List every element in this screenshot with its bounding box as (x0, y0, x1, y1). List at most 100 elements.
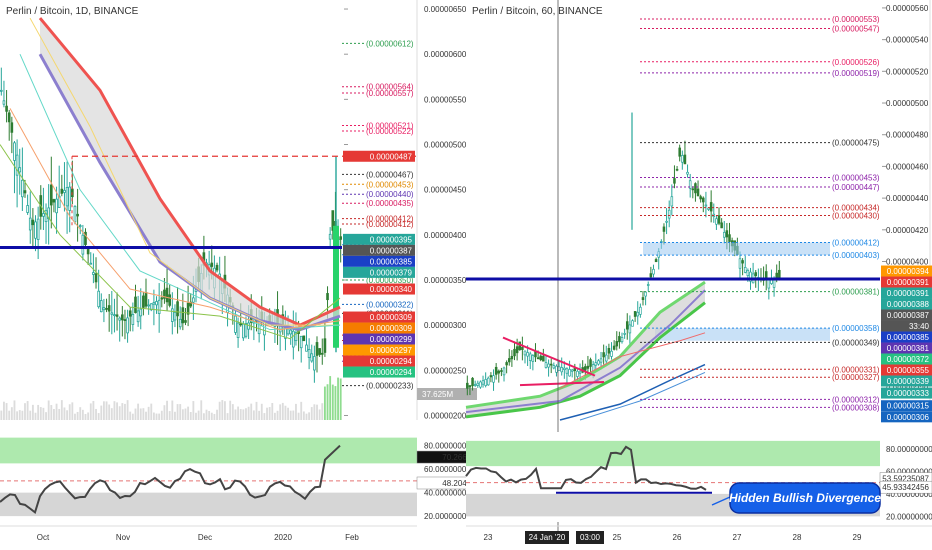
left-chart-title: Perlin / Bitcoin, 1D, BINANCE (6, 6, 139, 17)
triangle-lower (519, 380, 605, 387)
candle-body (310, 353, 314, 362)
candle-body (89, 262, 93, 265)
candle-body (528, 353, 532, 361)
price-tag-bg (881, 411, 932, 423)
ma-thin-line (29, 17, 340, 326)
volume-bar (150, 403, 153, 420)
candle-body (26, 205, 29, 213)
candle-body (94, 273, 98, 283)
volume-bar (31, 404, 34, 420)
volume-bar (116, 402, 118, 420)
volume-bar (292, 410, 295, 420)
volume-bar (279, 404, 282, 420)
candle-body (513, 348, 516, 357)
candle-body (500, 370, 503, 372)
candle-body (107, 305, 111, 312)
candle-body (494, 366, 498, 375)
left-time-axis[interactable]: Oct Nov Dec 2020 Feb (0, 525, 417, 542)
candle-body (55, 198, 58, 214)
level-label: (0.00000430) (832, 212, 880, 221)
right-price-tags: 0.00000394 0.00000391 0.00000391 0.00000388… (881, 265, 932, 423)
rsi-tag-label: 48.20446841 (442, 479, 489, 488)
level-label: (0.00000553) (832, 15, 880, 24)
volume-tag-bg (417, 388, 477, 400)
price-tag-label: 0.00000297 (370, 346, 413, 355)
candle-body (181, 307, 185, 324)
left-chart[interactable]: Perlin / Bitcoin, 1D, BINANCE 0.00000650… (0, 0, 477, 425)
level-label: (0.00000403) (832, 251, 880, 260)
level-label: (0.00000412) (832, 238, 880, 247)
candle-body (49, 184, 53, 206)
candle-body (76, 213, 79, 217)
candle-body (234, 315, 237, 333)
candle-body (142, 295, 145, 308)
candle-body (484, 379, 487, 386)
candle-body (63, 190, 66, 193)
price-tag-label: 0.00000340 (370, 285, 413, 294)
level-label: (0.00000453) (366, 180, 414, 189)
candle-body (131, 314, 135, 325)
candle-body (536, 357, 540, 360)
volume-bar (171, 400, 174, 420)
volume-bar (258, 410, 261, 420)
y-tick-label: 0.00000420 (886, 226, 929, 235)
candle-body (10, 122, 14, 133)
candle-body (725, 230, 729, 238)
candle-body (675, 168, 679, 171)
candle-body (323, 338, 327, 353)
level-label: (0.00000434) (832, 204, 880, 213)
candle-body (686, 171, 689, 175)
volume-bar (0, 410, 3, 420)
candle-body (149, 303, 153, 311)
volume-bar (118, 406, 121, 420)
volume-bar (331, 384, 334, 420)
volume-bar (200, 400, 203, 420)
x-tick-label: 29 (853, 533, 862, 542)
left-rsi-pane[interactable]: 80.00000000 60.00000000 40.00000000 20.0000… (0, 428, 493, 522)
x-tick-label: Dec (198, 533, 212, 542)
rsi-tick-label: 60.00000000 (886, 467, 932, 476)
volume-bar (55, 403, 58, 420)
y-tick-label: 0.00000520 (886, 67, 929, 76)
y-tick-label: 0.00000550 (424, 95, 467, 104)
candle-body (289, 329, 293, 335)
volume-bar (221, 400, 224, 420)
volume-bar (213, 413, 216, 420)
rsi-tick-label: 60.00000000 (424, 465, 471, 474)
price-tag-label: 0.00000299 (370, 335, 413, 344)
x-tick-label: 23 (484, 533, 493, 542)
candle-body (15, 154, 19, 176)
candle-body (602, 352, 605, 358)
volume-bar (105, 401, 108, 420)
volume-bar (39, 407, 42, 420)
volume-bar (113, 401, 116, 420)
ma-blue-line (559, 363, 706, 421)
candle-body (539, 355, 542, 361)
volume-bar (26, 401, 29, 420)
price-tag-label: 0.00000315 (887, 402, 930, 411)
candle-body (292, 330, 295, 348)
volume-bar (174, 411, 176, 420)
candle-body (728, 234, 731, 242)
volume-bar (100, 405, 103, 420)
volume-bar (297, 412, 300, 420)
volume-bar (255, 401, 258, 420)
candle-body (542, 355, 545, 362)
volume-bar (34, 412, 37, 420)
candle-body (13, 142, 16, 161)
volume-bar (231, 404, 234, 420)
candle-body (597, 360, 600, 365)
price-tag-label: 0.00000387 (370, 246, 413, 255)
candle-body (704, 204, 708, 207)
volume-bar (45, 412, 47, 420)
candle-body (741, 260, 744, 264)
candle-body (165, 287, 169, 303)
candle-body (510, 355, 514, 360)
right-time-axis[interactable]: 23 24 Jan '20 03:00 25 26 27 28 29 (466, 525, 932, 544)
price-tag-label: 0.00000306 (887, 413, 930, 422)
right-chart[interactable]: Perlin / Bitcoin, 60, BINANCE 0.00000560… (465, 0, 932, 535)
candle-body (767, 279, 771, 289)
candle-body (594, 362, 598, 366)
rsi-tag-label: 53.59235087 (882, 475, 929, 484)
volume-bar (102, 401, 105, 420)
